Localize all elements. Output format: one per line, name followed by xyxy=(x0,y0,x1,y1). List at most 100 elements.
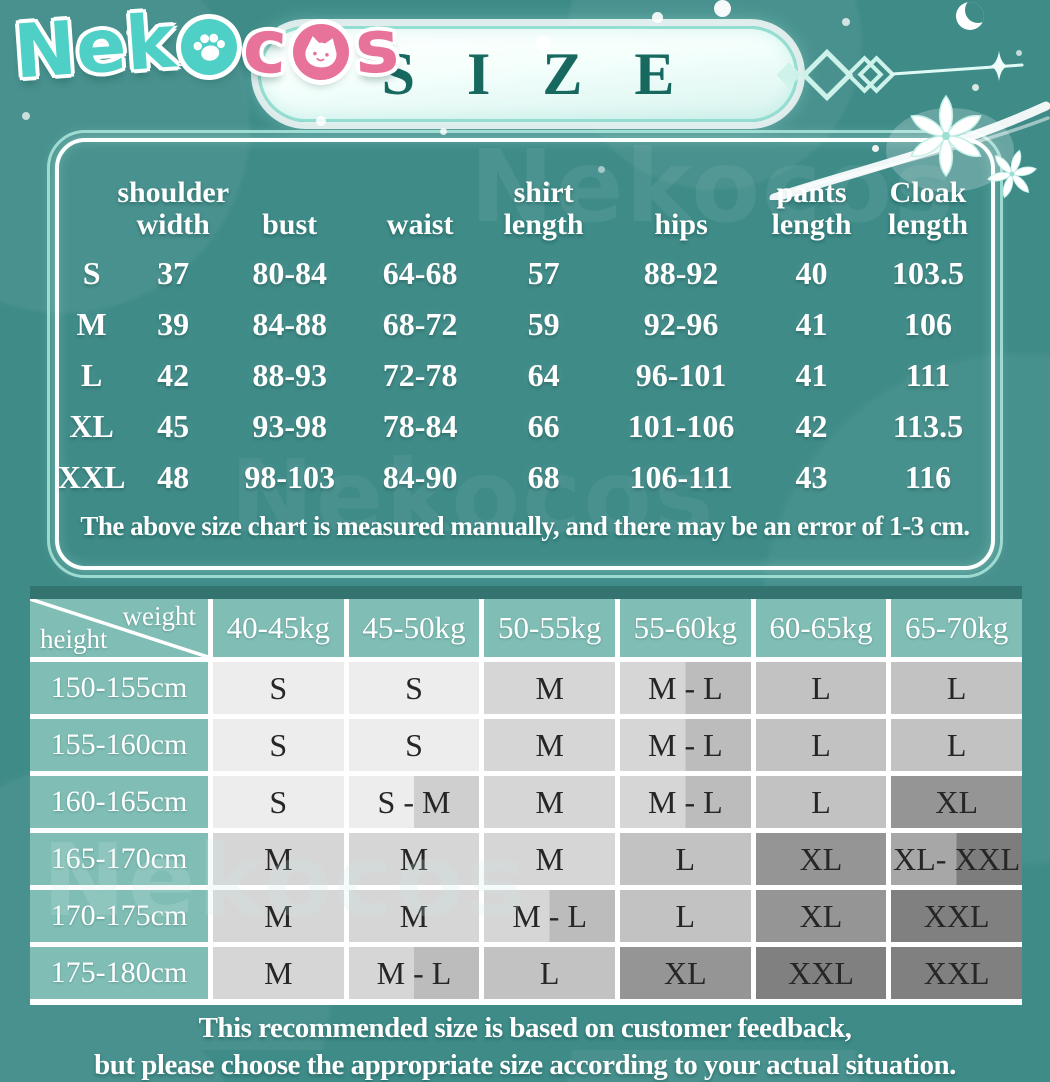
size-column-header-empty xyxy=(59,154,124,248)
height-row-label: 165-170cm xyxy=(30,833,208,885)
weight-corner-label: weight xyxy=(122,601,197,631)
size-cell: 57 xyxy=(527,255,560,291)
size-cell: 42 xyxy=(157,357,190,393)
sparkle-dot xyxy=(972,84,979,91)
recommend-cell: L xyxy=(891,719,1022,771)
height-row-label: 175-180cm xyxy=(30,947,208,999)
size-cell: 68-72 xyxy=(382,306,458,342)
size-cell: 40 xyxy=(795,255,828,291)
banner-title: SIZE xyxy=(381,40,727,107)
size-cell: 64 xyxy=(527,357,560,393)
height-row-label: 170-175cm xyxy=(30,890,208,942)
sparkle-dot xyxy=(652,12,663,23)
weight-column-header: 65-70kg xyxy=(891,599,1022,657)
cat-face-glyph xyxy=(305,35,337,68)
size-cell: 98-103 xyxy=(244,459,335,495)
size-cell: 103.5 xyxy=(892,255,965,291)
recommend-cell: XXL xyxy=(891,890,1022,942)
recommend-cell: M xyxy=(484,833,615,885)
size-cell: 48 xyxy=(157,459,190,495)
recommend-cell: XL xyxy=(891,776,1022,828)
recommend-cell: S xyxy=(213,776,344,828)
size-table: shoulder width bust waist shirt length hips p… xyxy=(57,142,991,542)
size-cell: 37 xyxy=(157,255,190,291)
size-row-label: L xyxy=(80,357,103,393)
footer-note: This recommended size is based on custom… xyxy=(0,1012,1050,1082)
table-top-strip xyxy=(30,586,1022,599)
size-cell: 43 xyxy=(795,459,828,495)
size-column-header: waist xyxy=(386,207,454,241)
paw-print-glyph xyxy=(193,33,226,61)
size-cell: 84-90 xyxy=(382,459,458,495)
sparkle-dot xyxy=(1016,50,1022,56)
crescent-moon-icon xyxy=(956,2,984,30)
recommend-cell: L xyxy=(755,776,887,828)
recommend-cell: M xyxy=(213,947,344,999)
size-column-header: bust xyxy=(262,207,318,241)
recommend-cell: XL xyxy=(755,833,887,885)
recommend-cell: XL xyxy=(755,890,887,942)
size-cell: 92-96 xyxy=(643,306,719,342)
recommend-cell: M xyxy=(348,833,480,885)
size-cell: 66 xyxy=(527,408,560,444)
size-cell: 106-111 xyxy=(629,459,733,495)
size-cell: 78-84 xyxy=(382,408,458,444)
recommend-cell: S xyxy=(213,719,344,771)
recommend-cell: M xyxy=(484,776,615,828)
size-cell: 42 xyxy=(795,408,828,444)
diamond-icon xyxy=(800,48,854,102)
diamond-icon xyxy=(845,55,884,94)
recommend-cell: S - M xyxy=(348,776,480,828)
size-cell: 41 xyxy=(795,306,828,342)
recommend-cell: XL xyxy=(620,947,751,999)
height-corner-label: height xyxy=(40,624,108,654)
footer-line-1: This recommended size is based on custom… xyxy=(198,1012,852,1044)
size-cell: 41 xyxy=(795,357,828,393)
height-row-label: 155-160cm xyxy=(30,719,208,771)
sparkle-icon xyxy=(990,51,1008,81)
recommend-cell: M - L xyxy=(620,719,751,771)
recommend-cell: M - L xyxy=(620,662,751,714)
size-cell: 64-68 xyxy=(382,255,458,291)
recommend-cell: M - L xyxy=(484,890,615,942)
recommend-cell: S xyxy=(213,662,344,714)
size-column-header: shoulder width xyxy=(117,176,230,241)
sparkle-dot xyxy=(440,128,447,135)
recommend-cell: L xyxy=(620,833,751,885)
size-row-label: XXL xyxy=(57,459,126,495)
weight-column-header: 55-60kg xyxy=(620,599,751,657)
logo-text-teal: Nek xyxy=(11,0,179,96)
recommend-cell: XL- XXL xyxy=(891,833,1022,885)
size-cell: 93-98 xyxy=(252,408,327,444)
weight-column-header: 50-55kg xyxy=(484,599,615,657)
sparkle-dot xyxy=(842,18,850,26)
size-cell: 106 xyxy=(904,306,953,342)
size-cell: 113.5 xyxy=(892,408,964,444)
recommend-grid: weight height 40-45kg 45-50kg 50-55kg 55-60kg… xyxy=(30,599,1022,1005)
recommend-cell: L xyxy=(755,719,887,771)
paw-icon xyxy=(176,14,242,80)
diagonal-line xyxy=(30,599,208,657)
size-note: The above size chart is measured manuall… xyxy=(80,511,970,541)
size-column-header: shirt length xyxy=(503,176,584,241)
recommend-cell: L xyxy=(484,947,615,999)
recommend-cell: L xyxy=(755,662,887,714)
size-cell: 68 xyxy=(527,459,560,495)
footer-line-2: but please choose the appropriate size a… xyxy=(94,1049,956,1081)
size-row-label: M xyxy=(76,306,107,342)
recommend-cell: M xyxy=(484,719,615,771)
recommend-cell: M xyxy=(213,833,344,885)
ornament-line xyxy=(890,63,1024,76)
size-cell: 88-93 xyxy=(252,357,327,393)
size-cell: 72-78 xyxy=(382,357,458,393)
size-cell: 84-88 xyxy=(252,306,327,342)
size-column-header: pants length xyxy=(771,176,852,241)
sparkle-dot xyxy=(714,0,731,17)
size-cell: 88-92 xyxy=(643,255,719,291)
recommend-cell: XXL xyxy=(755,947,887,999)
cat-face-icon xyxy=(290,21,352,83)
recommend-table: weight height 40-45kg 45-50kg 50-55kg 55-60kg… xyxy=(30,586,1022,1005)
size-cell: 111 xyxy=(905,357,951,393)
sparkle-dot xyxy=(22,112,30,120)
recommend-cell: S xyxy=(348,719,480,771)
